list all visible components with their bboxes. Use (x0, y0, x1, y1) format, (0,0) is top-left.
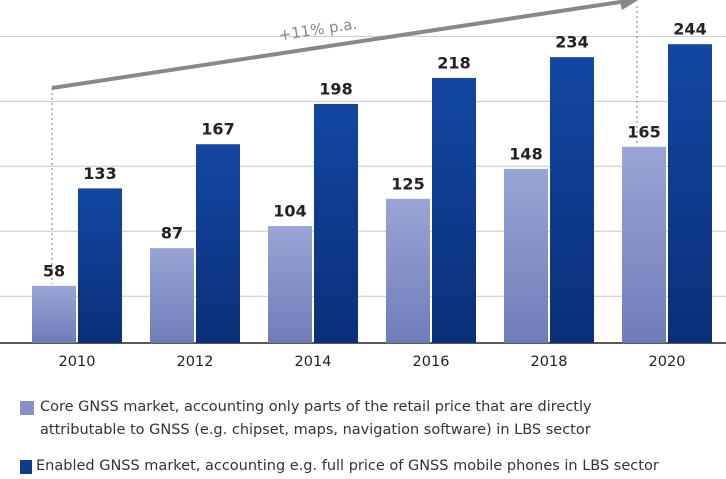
value-label: 148 (509, 144, 542, 163)
legend-text: Core GNSS market, accounting only parts … (40, 399, 592, 438)
arrow-head (619, 0, 639, 10)
value-label: 218 (437, 53, 470, 72)
x-tick-label: 2018 (531, 354, 568, 370)
x-tick-label: 2012 (177, 354, 214, 370)
x-tick-label: 2016 (413, 354, 450, 370)
trend-arrow (51, 0, 621, 90)
bar (504, 168, 548, 343)
value-label: 198 (319, 79, 352, 98)
value-label: 167 (201, 120, 234, 139)
bar (622, 146, 666, 343)
value-label: 133 (83, 164, 116, 183)
chart: +11% p.a. 2010 58 133 2012 87 167 2014 104 198 20… (0, 0, 726, 370)
bar (150, 248, 194, 343)
legend-item: Enabled GNSS market, accounting e.g. ful… (20, 455, 726, 478)
bar (314, 103, 358, 343)
annotation: +11% p.a. (278, 15, 359, 45)
legend-swatch (20, 460, 32, 474)
value-label: 87 (161, 224, 183, 243)
bar (268, 226, 312, 343)
bar (550, 57, 594, 344)
value-label: 125 (391, 174, 424, 193)
value-label: 234 (555, 33, 588, 52)
bar (32, 285, 76, 343)
bar (196, 144, 240, 343)
x-tick-label: 2014 (295, 354, 332, 370)
x-tick-label: 2010 (59, 354, 96, 370)
x-tick-label: 2020 (649, 354, 686, 370)
legend-item: Core GNSS market, accounting only parts … (20, 396, 700, 442)
value-label: 244 (673, 20, 706, 39)
value-label: 104 (273, 202, 306, 221)
legend-text: Enabled GNSS market, accounting e.g. ful… (36, 458, 659, 474)
value-label: 165 (627, 122, 660, 141)
bar (78, 188, 122, 343)
bar (432, 77, 476, 344)
bar (668, 44, 712, 343)
legend-swatch (20, 401, 34, 415)
bar (386, 198, 430, 343)
value-label: 58 (43, 261, 65, 280)
